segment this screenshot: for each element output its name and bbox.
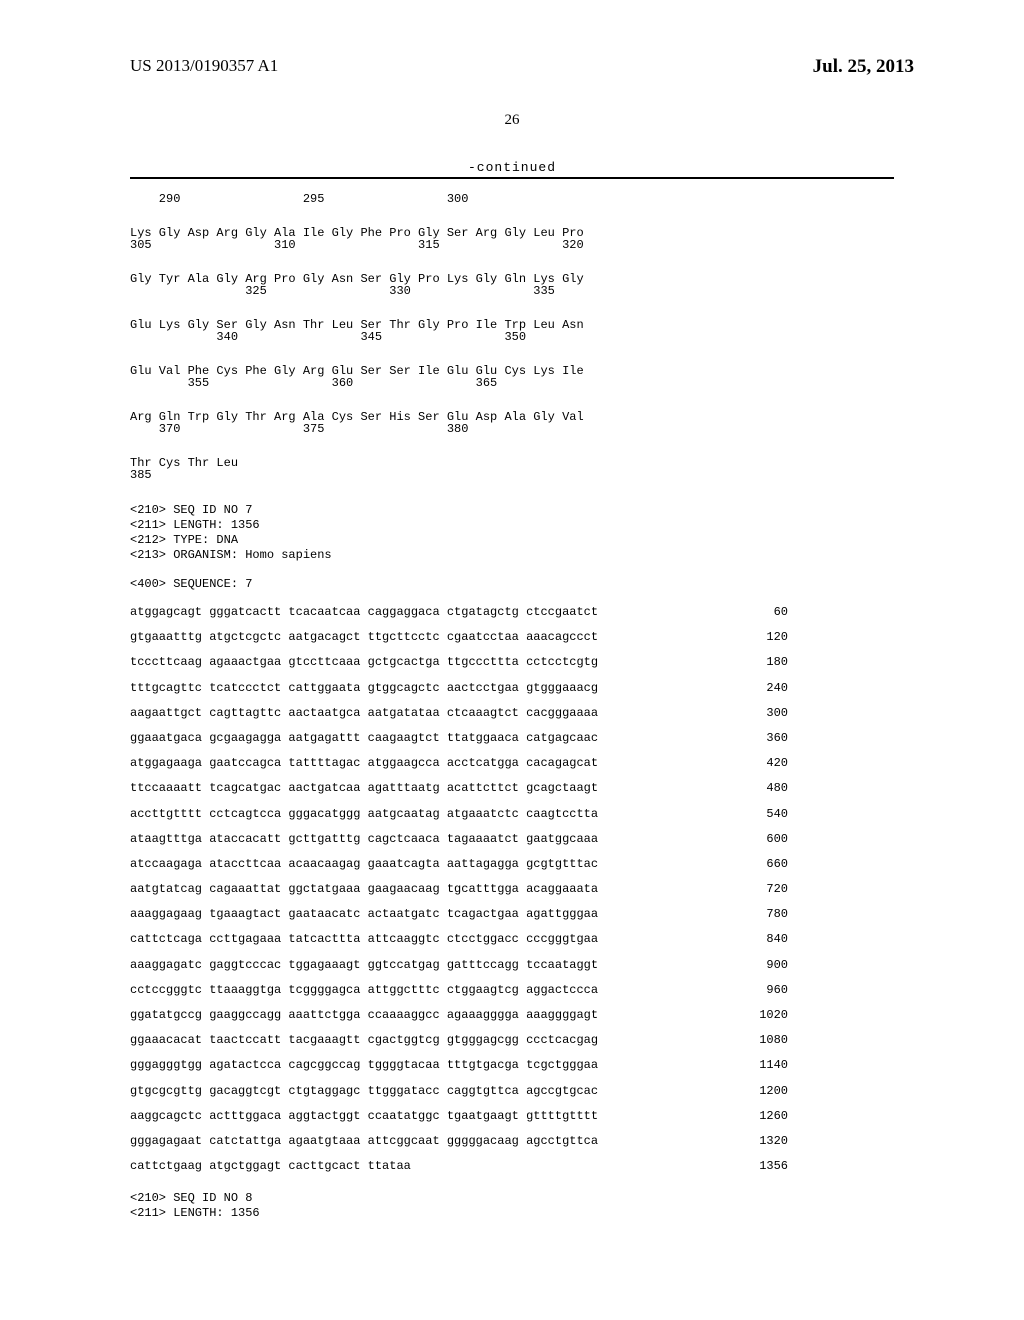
dna-position-number: 1020	[759, 1009, 788, 1022]
page-number: 26	[0, 112, 1024, 129]
dna-row: ttccaaaatt tcagcatgac aactgatcaa agattta…	[130, 782, 894, 795]
dna-row: aaaggagaag tgaaagtact gaataacatc actaatg…	[130, 908, 894, 921]
dna-position-number: 1356	[759, 1160, 788, 1173]
dna-row: aatgtatcag cagaaattat ggctatgaaa gaagaac…	[130, 883, 894, 896]
dna-row: ggatatgccg gaaggccagg aaattctgga ccaaaag…	[130, 1009, 894, 1022]
protein-row: Glu Val Phe Cys Phe Gly Arg Glu Ser Ser …	[130, 365, 894, 389]
dna-sequence-text: aatgtatcag cagaaattat ggctatgaaa gaagaac…	[130, 883, 598, 896]
dna-position-number: 840	[766, 933, 788, 946]
dna-position-number: 360	[766, 732, 788, 745]
dna-sequence-text: gtgaaatttg atgctcgctc aatgacagct ttgcttc…	[130, 631, 598, 644]
dna-position-number: 60	[774, 606, 788, 619]
dna-row: cattctgaag atgctggagt cacttgcact ttataa 1…	[130, 1160, 894, 1173]
dna-position-number: 120	[766, 631, 788, 644]
dna-position-number: 480	[766, 782, 788, 795]
dna-position-number: 720	[766, 883, 788, 896]
dna-position-number: 1320	[759, 1135, 788, 1148]
dna-row: atggagcagt gggatcactt tcacaatcaa caggagg…	[130, 606, 894, 619]
dna-row: tttgcagttc tcatccctct cattggaata gtggcag…	[130, 682, 894, 695]
dna-row: aaggcagctc actttggaca aggtactggt ccaatat…	[130, 1110, 894, 1123]
dna-sequence-text: cattctcaga ccttgagaaa tatcacttta attcaag…	[130, 933, 598, 946]
seq7-metadata: <210> SEQ ID NO 7 <211> LENGTH: 1356 <21…	[130, 503, 894, 563]
protein-row: Gly Tyr Ala Gly Arg Pro Gly Asn Ser Gly …	[130, 273, 894, 297]
dna-position-number: 780	[766, 908, 788, 921]
dna-sequence-text: ataagtttga ataccacatt gcttgatttg cagctca…	[130, 833, 598, 846]
continued-label: -continued	[130, 160, 894, 175]
dna-row: gggagggtgg agatactcca cagcggccag tggggta…	[130, 1059, 894, 1072]
dna-position-number: 1200	[759, 1085, 788, 1098]
dna-row: cctccgggtc ttaaaggtga tcggggagca attggct…	[130, 984, 894, 997]
dna-row: atccaagaga ataccttcaa acaacaagag gaaatca…	[130, 858, 894, 871]
dna-sequence-block: atggagcagt gggatcactt tcacaatcaa caggagg…	[130, 606, 894, 1173]
dna-sequence-text: ggaaacacat taactccatt tacgaaagtt cgactgg…	[130, 1034, 598, 1047]
patent-publication-number: US 2013/0190357 A1	[130, 56, 278, 76]
dna-row: cattctcaga ccttgagaaa tatcacttta attcaag…	[130, 933, 894, 946]
dna-sequence-text: aaaggagatc gaggtcccac tggagaaagt ggtccat…	[130, 959, 598, 972]
dna-row: accttgtttt cctcagtcca gggacatggg aatgcaa…	[130, 808, 894, 821]
dna-row: gtgaaatttg atgctcgctc aatgacagct ttgcttc…	[130, 631, 894, 644]
dna-position-number: 420	[766, 757, 788, 770]
dna-sequence-text: atccaagaga ataccttcaa acaacaagag gaaatca…	[130, 858, 598, 871]
dna-sequence-text: accttgtttt cctcagtcca gggacatggg aatgcaa…	[130, 808, 598, 821]
dna-row: gggagagaat catctattga agaatgtaaa attcggc…	[130, 1135, 894, 1148]
dna-sequence-text: ggaaatgaca gcgaagagga aatgagattt caagaag…	[130, 732, 598, 745]
dna-row: atggagaaga gaatccagca tattttagac atggaag…	[130, 757, 894, 770]
protein-row: Arg Gln Trp Gly Thr Arg Ala Cys Ser His …	[130, 411, 894, 435]
dna-position-number: 600	[766, 833, 788, 846]
dna-row: ggaaatgaca gcgaagagga aatgagattt caagaag…	[130, 732, 894, 745]
dna-row: aaaggagatc gaggtcccac tggagaaagt ggtccat…	[130, 959, 894, 972]
dna-row: ataagtttga ataccacatt gcttgatttg cagctca…	[130, 833, 894, 846]
dna-position-number: 960	[766, 984, 788, 997]
sequence-listing-content: -continued 290 295 300 Lys Gly Asp Arg Gl…	[130, 160, 894, 1221]
protein-row: Glu Lys Gly Ser Gly Asn Thr Leu Ser Thr …	[130, 319, 894, 343]
dna-sequence-text: aaaggagaag tgaaagtact gaataacatc actaatg…	[130, 908, 598, 921]
dna-position-number: 540	[766, 808, 788, 821]
dna-row: gtgcgcgttg gacaggtcgt ctgtaggagc ttgggat…	[130, 1085, 894, 1098]
dna-position-number: 1140	[759, 1059, 788, 1072]
dna-row: tcccttcaag agaaactgaa gtccttcaaa gctgcac…	[130, 656, 894, 669]
horizontal-rule	[130, 177, 894, 179]
dna-row: ggaaacacat taactccatt tacgaaagtt cgactgg…	[130, 1034, 894, 1047]
protein-sequence-block: 290 295 300 Lys Gly Asp Arg Gly Ala Ile G…	[130, 193, 894, 481]
dna-sequence-text: gtgcgcgttg gacaggtcgt ctgtaggagc ttgggat…	[130, 1085, 598, 1098]
dna-sequence-text: aagaattgct cagttagttc aactaatgca aatgata…	[130, 707, 598, 720]
dna-sequence-text: tttgcagttc tcatccctct cattggaata gtggcag…	[130, 682, 598, 695]
publication-date: Jul. 25, 2013	[813, 56, 914, 78]
protein-row: Thr Cys Thr Leu 385	[130, 457, 894, 481]
dna-sequence-text: cattctgaag atgctggagt cacttgcact ttataa	[130, 1160, 411, 1173]
dna-position-number: 900	[766, 959, 788, 972]
dna-sequence-text: aaggcagctc actttggaca aggtactggt ccaatat…	[130, 1110, 598, 1123]
seq7-sequence-header: <400> SEQUENCE: 7	[130, 577, 894, 592]
dna-sequence-text: ggatatgccg gaaggccagg aaattctgga ccaaaag…	[130, 1009, 598, 1022]
dna-sequence-text: atggagaaga gaatccagca tattttagac atggaag…	[130, 757, 598, 770]
dna-row: aagaattgct cagttagttc aactaatgca aatgata…	[130, 707, 894, 720]
protein-row: 290 295 300	[130, 193, 894, 205]
dna-sequence-text: cctccgggtc ttaaaggtga tcggggagca attggct…	[130, 984, 598, 997]
dna-sequence-text: tcccttcaag agaaactgaa gtccttcaaa gctgcac…	[130, 656, 598, 669]
dna-position-number: 660	[766, 858, 788, 871]
seq8-metadata: <210> SEQ ID NO 8 <211> LENGTH: 1356	[130, 1191, 894, 1221]
dna-position-number: 1260	[759, 1110, 788, 1123]
dna-sequence-text: ttccaaaatt tcagcatgac aactgatcaa agattta…	[130, 782, 598, 795]
dna-position-number: 1080	[759, 1034, 788, 1047]
dna-sequence-text: atggagcagt gggatcactt tcacaatcaa caggagg…	[130, 606, 598, 619]
dna-sequence-text: gggagagaat catctattga agaatgtaaa attcggc…	[130, 1135, 598, 1148]
dna-position-number: 180	[766, 656, 788, 669]
protein-row: Lys Gly Asp Arg Gly Ala Ile Gly Phe Pro …	[130, 227, 894, 251]
dna-position-number: 300	[766, 707, 788, 720]
dna-sequence-text: gggagggtgg agatactcca cagcggccag tggggta…	[130, 1059, 598, 1072]
dna-position-number: 240	[766, 682, 788, 695]
